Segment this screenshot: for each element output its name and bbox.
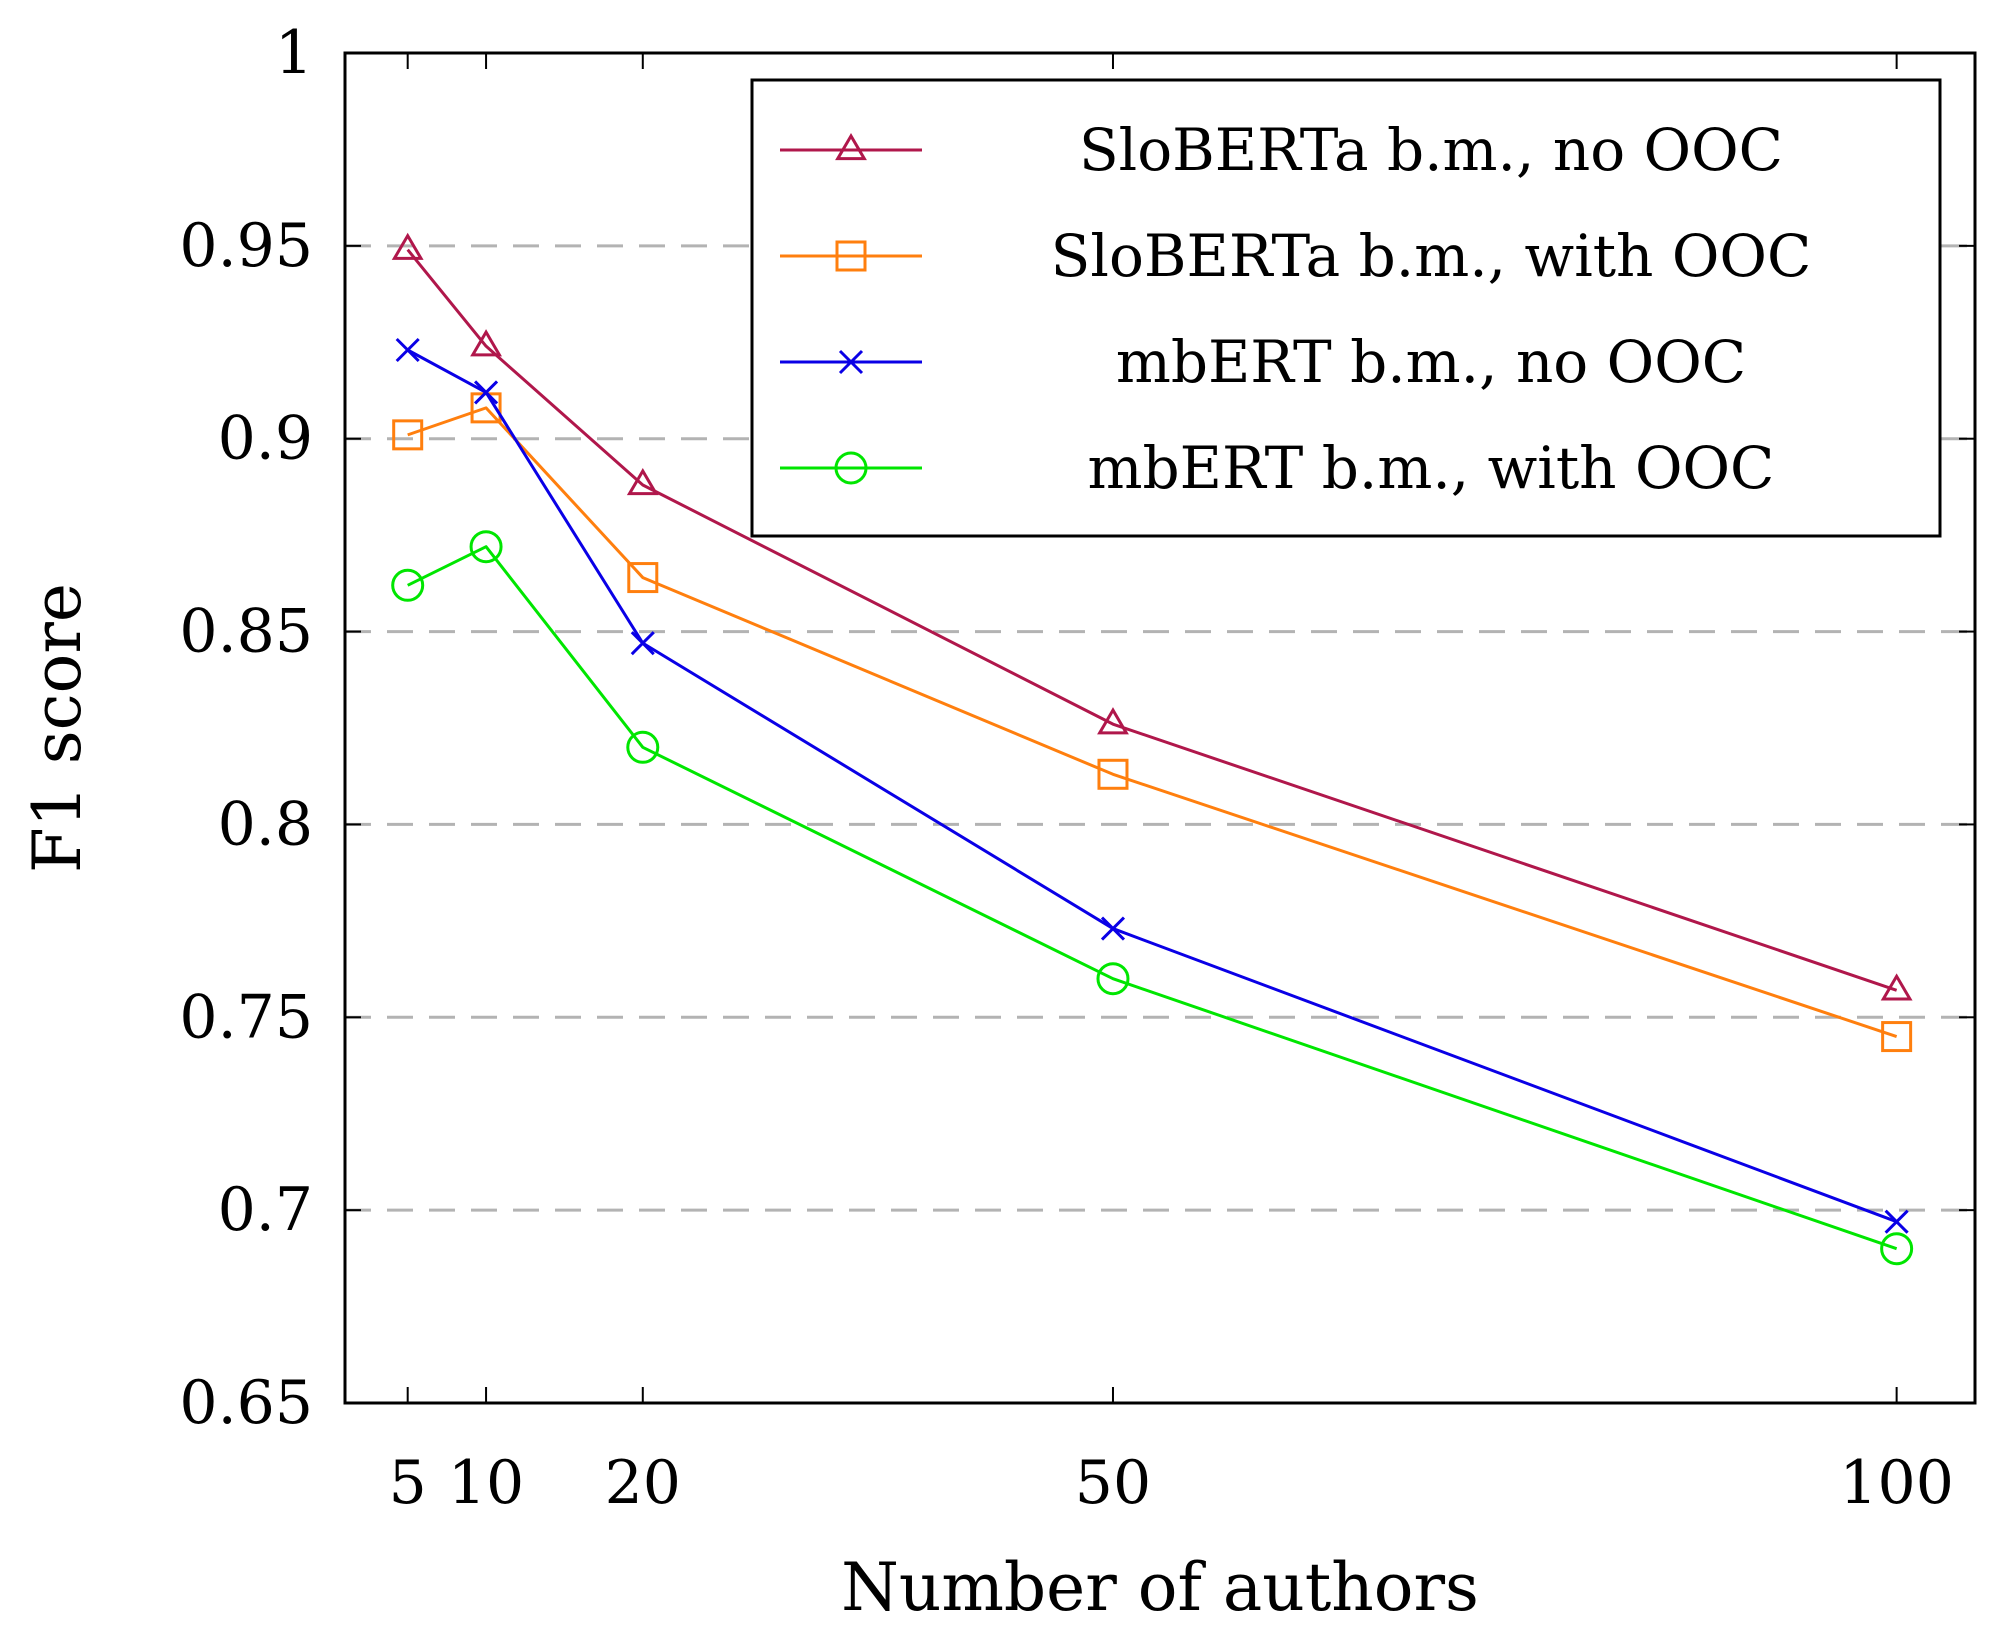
data-point-circle (391, 568, 425, 602)
series-layer (391, 232, 1914, 1266)
data-point-triangle (470, 329, 502, 357)
legend-marker-triangle (835, 133, 867, 161)
legend-item: SloBERTa b.m., with OOC (780, 222, 1811, 290)
data-point-circle (469, 530, 503, 564)
data-point-triangle (1880, 973, 1913, 1001)
legend-marker-circle (834, 451, 868, 485)
x-tick-label: 10 (448, 1448, 524, 1518)
series-3 (395, 337, 1909, 1234)
y-tick-label: 0.8 (218, 789, 313, 859)
data-point-triangle (1097, 707, 1129, 735)
series-line (407, 545, 1898, 1251)
legend-marker-square (835, 240, 867, 272)
series-line (407, 406, 1898, 1038)
y-tick-label: 0.9 (218, 404, 313, 474)
series-1 (391, 232, 1913, 1001)
legend-box (750, 78, 1942, 538)
data-point-square (627, 562, 659, 594)
data-point-circle (1880, 1232, 1914, 1266)
legend-label: mbERT b.m., with OOC (1088, 434, 1775, 502)
x-tick-label: 50 (1075, 1448, 1151, 1518)
legend-item: SloBERTa b.m., no OOC (780, 116, 1783, 184)
series-2 (392, 392, 1913, 1053)
axis-ticks: 0.65 0.7 0.75 0.8 0.85 0.9 0.95 1 5 10 20 50 100 (179, 18, 1975, 1518)
y-tick-label: 0.85 (179, 597, 313, 667)
data-point-triangle (626, 468, 659, 496)
legend-item: mbERT b.m., with OOC (780, 434, 1774, 502)
data-point-square (392, 419, 424, 451)
y-axis-title: F1 score (19, 583, 96, 873)
x-tick-label: 20 (605, 1448, 681, 1518)
data-point-cross (395, 337, 420, 363)
data-point-triangle (391, 232, 424, 260)
x-tick-label: 5 (389, 1448, 427, 1518)
data-point-circle (626, 730, 660, 764)
data-point-square (1097, 758, 1129, 790)
data-point-cross (473, 380, 499, 405)
data-point-cross (1100, 916, 1126, 941)
data-point-square (1881, 1021, 1913, 1053)
x-tick-label: 100 (1839, 1448, 1954, 1518)
legend-label: SloBERTa b.m., with OOC (1051, 222, 1812, 290)
data-point-cross (630, 631, 655, 656)
data-point-cross (1884, 1209, 1909, 1234)
y-tick-label: 0.95 (179, 211, 313, 281)
legend: SloBERTa b.m., no OOC SloBERTa b.m., with… (750, 78, 1942, 538)
legend-item: mbERT b.m., no OOC (780, 328, 1746, 396)
y-tick-label: 1 (275, 18, 313, 88)
plot-frame (343, 51, 1977, 1405)
y-tick-label: 0.7 (218, 1175, 313, 1245)
series-line (406, 248, 1898, 992)
legend-marker-cross (838, 349, 864, 375)
x-axis-title: Number of authors (841, 1549, 1479, 1626)
legend-label: mbERT b.m., no OOC (1116, 328, 1746, 396)
data-point-circle (1096, 962, 1130, 996)
legend-label: SloBERTa b.m., no OOC (1079, 116, 1783, 184)
y-tick-label: 0.75 (179, 982, 313, 1052)
y-tick-label: 0.65 (179, 1368, 313, 1438)
series-4 (391, 530, 1914, 1266)
